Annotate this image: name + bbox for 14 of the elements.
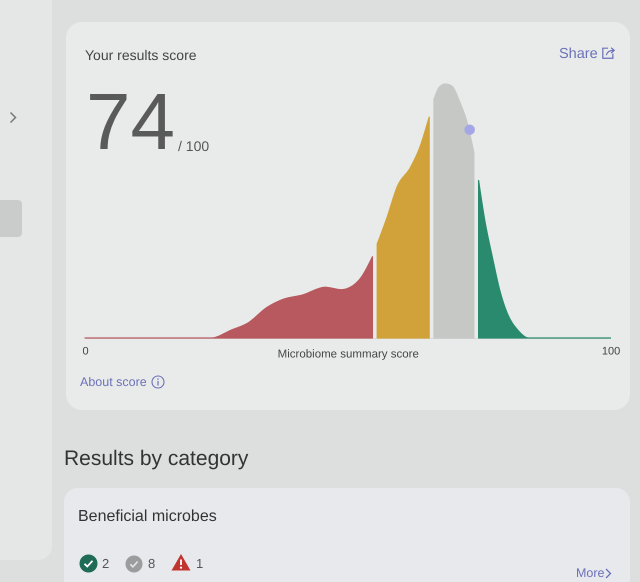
chart-title: Your results score [85, 47, 197, 63]
text: Beneficial microbes [78, 508, 217, 525]
text: About score [80, 375, 147, 389]
x-axis-title: Microbiome summary score [277, 348, 418, 361]
text: Share [559, 46, 598, 62]
text: Results by category [64, 447, 248, 470]
text: 1 [196, 556, 204, 571]
x-tick-label: 0 [82, 346, 88, 358]
x-tick-label: 100 [601, 346, 620, 358]
annotation: / 100 [178, 138, 210, 154]
text: 2 [102, 556, 110, 571]
annotation: 74 [86, 77, 175, 166]
text: 8 [148, 556, 156, 571]
text: More [576, 566, 604, 580]
